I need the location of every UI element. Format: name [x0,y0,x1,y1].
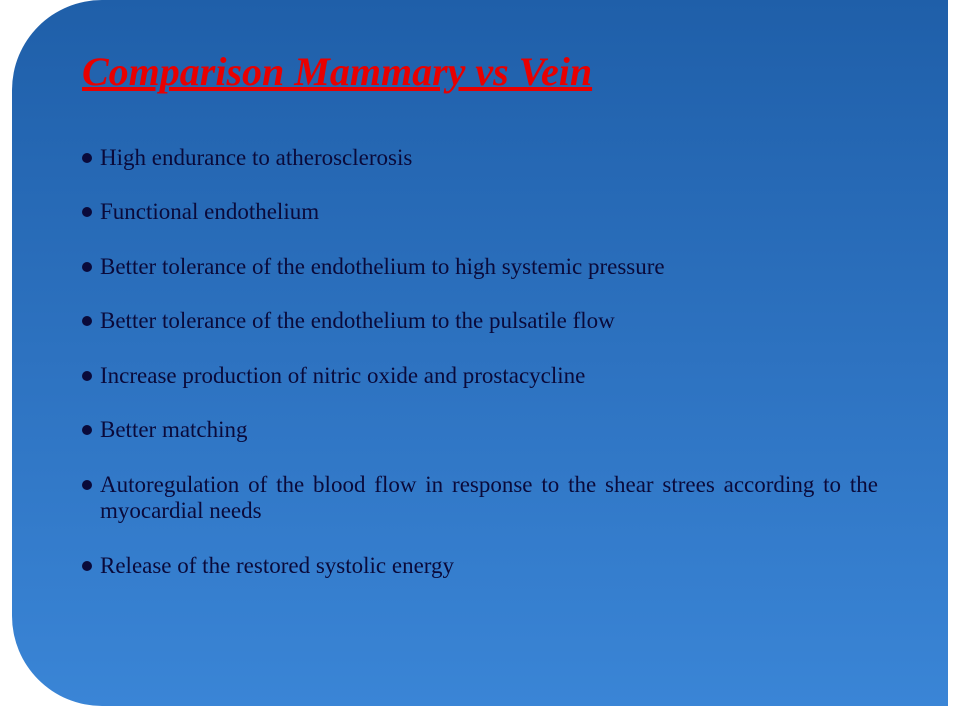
bullet-item: Autoregulation of the blood flow in resp… [82,472,878,525]
bullet-dot-icon [82,262,92,272]
bullet-item: Release of the restored systolic energy [82,553,878,579]
bullet-text: Functional endothelium [100,199,878,225]
bullet-item: Functional endothelium [82,199,878,225]
bullet-text: Better tolerance of the endothelium to t… [100,308,878,334]
bullet-item: Increase production of nitric oxide and … [82,363,878,389]
page-background: Comparison Mammary vs Vein High enduranc… [0,0,960,706]
bullet-dot-icon [82,480,92,490]
bullet-text: High endurance to atherosclerosis [100,145,878,171]
bullet-item: High endurance to atherosclerosis [82,145,878,171]
bullet-text: Release of the restored systolic energy [100,553,878,579]
slide-panel: Comparison Mammary vs Vein High enduranc… [12,0,948,706]
bullet-dot-icon [82,153,92,163]
bullet-dot-icon [82,207,92,217]
bullet-dot-icon [82,316,92,326]
bullet-dot-icon [82,425,92,435]
bullet-text: Better matching [100,417,878,443]
bullet-item: Better matching [82,417,878,443]
bullet-text: Better tolerance of the endothelium to h… [100,254,878,280]
slide-title: Comparison Mammary vs Vein [82,48,878,95]
bullet-dot-icon [82,371,92,381]
bullet-text: Increase production of nitric oxide and … [100,363,878,389]
bullet-list: High endurance to atherosclerosis Functio… [82,145,878,579]
bullet-text: Autoregulation of the blood flow in resp… [100,472,878,525]
bullet-item: Better tolerance of the endothelium to t… [82,308,878,334]
bullet-item: Better tolerance of the endothelium to h… [82,254,878,280]
bullet-dot-icon [82,561,92,571]
